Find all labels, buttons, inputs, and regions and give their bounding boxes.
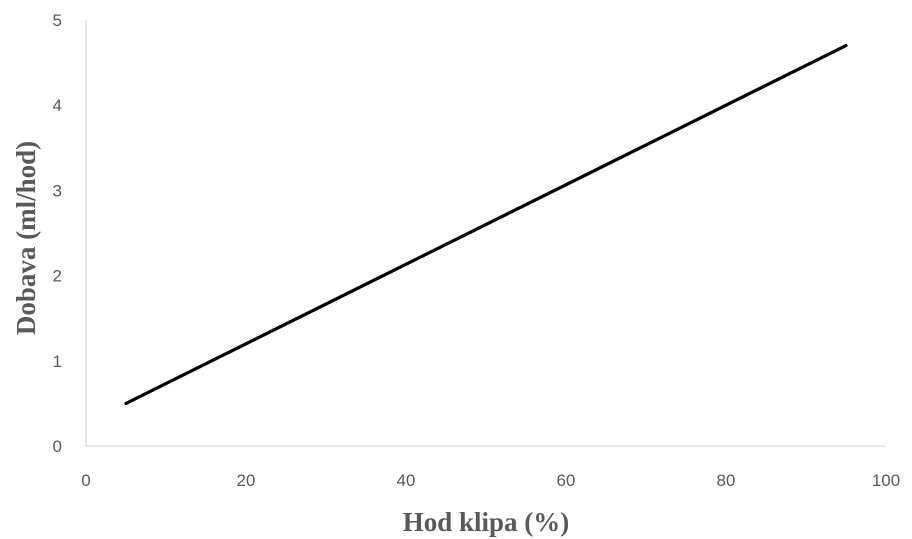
x-tick-label: 60 [557,471,576,490]
y-tick-label: 2 [53,267,62,286]
y-tick-label: 0 [53,437,62,456]
series-group [124,43,848,405]
series-line [124,43,848,405]
plot-area: 0 20 40 60 80 100 0 1 2 3 4 5 [53,11,901,490]
y-tick-labels: 0 1 2 3 4 5 [53,11,62,456]
x-tick-labels: 0 20 40 60 80 100 [81,471,900,490]
x-tick-label: 20 [237,471,256,490]
x-tick-label: 100 [872,471,900,490]
y-tick-label: 4 [53,96,62,115]
x-tick-label: 40 [397,471,416,490]
x-tick-label: 0 [81,471,90,490]
x-axis-title: Hod klipa (%) [403,507,570,537]
y-tick-label: 3 [53,181,62,200]
y-tick-label: 5 [53,11,62,30]
y-tick-label: 1 [53,352,62,371]
y-axis-title: Dobava (ml/hod) [11,141,41,335]
x-tick-label: 80 [717,471,736,490]
